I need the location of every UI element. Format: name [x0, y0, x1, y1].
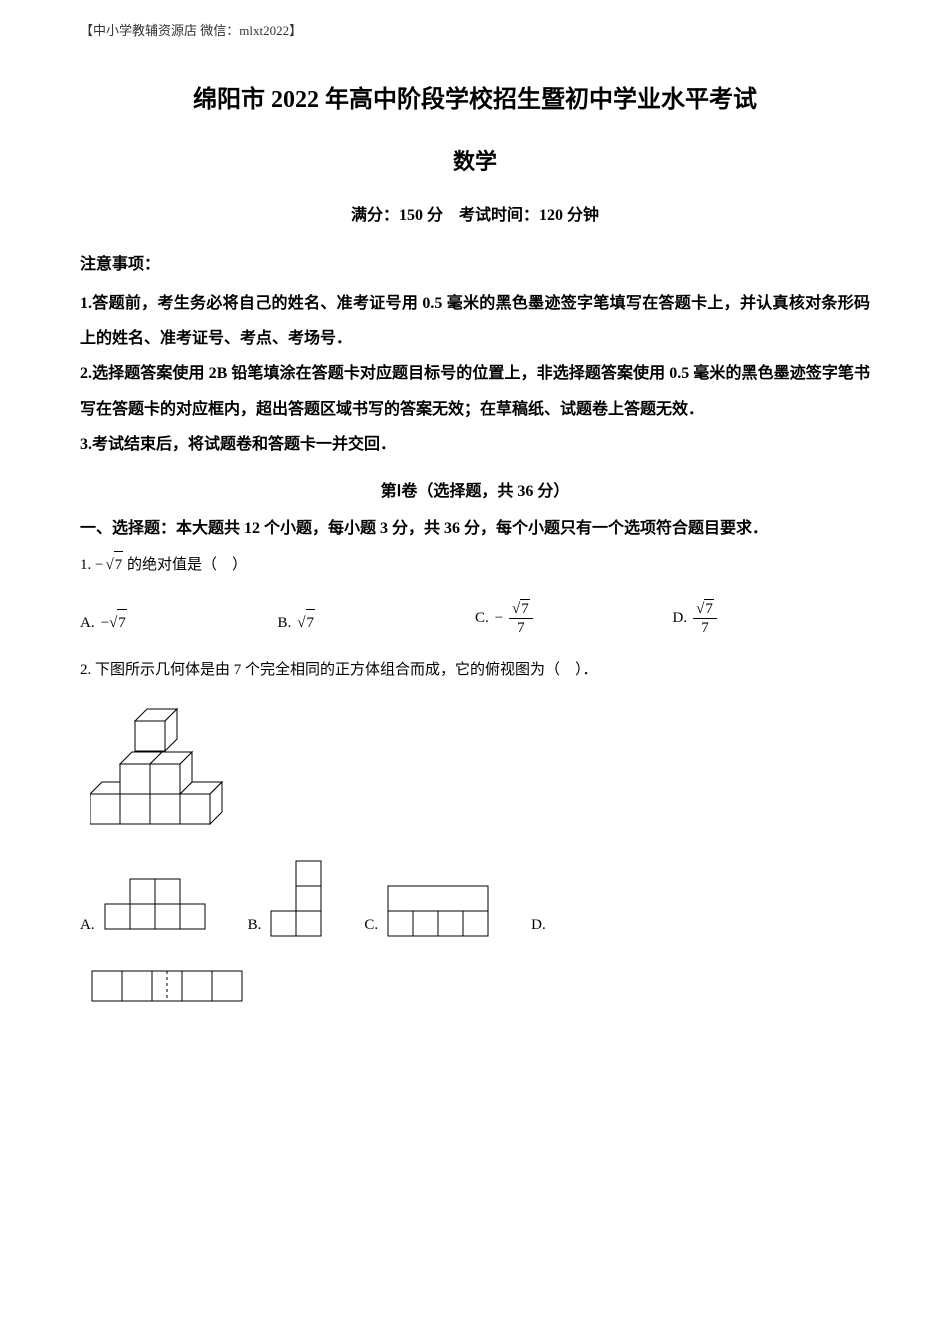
q2-option-c-figure: [386, 884, 491, 939]
q2-option-a: A.: [80, 877, 208, 939]
question-1: 1. −√7 的绝对值是（ ） A. −√7 B. √7 C. − √7 7: [80, 551, 870, 637]
question-2: 2. 下图所示几何体是由 7 个完全相同的正方体组合而成，它的俯视图为（ ）．: [80, 657, 870, 1014]
q1-c-expr: − √7 7: [495, 599, 533, 637]
q2-body: 下图所示几何体是由 7 个完全相同的正方体组合而成，它的俯视图为（ ）．: [95, 662, 598, 678]
q1-d-expr: √7 7: [693, 599, 717, 637]
notice-item-3: 3.考试结束后，将试题卷和答题卡一并交回．: [80, 427, 870, 462]
q2-options: A. B.: [80, 859, 870, 939]
q2-option-a-figure: [103, 877, 208, 939]
exam-info: 满分：150 分 考试时间：120 分钟: [80, 201, 870, 225]
cube-assembly-icon: [90, 699, 230, 829]
notice-item-2: 2.选择题答案使用 2B 铅笔填涂在答题卡对应题目标号的位置上，非选择题答案使用…: [80, 356, 870, 426]
q1-option-c: C. − √7 7: [475, 599, 673, 637]
question-group-header: 一、选择题：本大题共 12 个小题，每小题 3 分，共 36 分，每个小题只有一…: [80, 511, 870, 546]
q2-number: 2.: [80, 662, 91, 678]
q2-option-d: D.: [531, 912, 554, 939]
notice-item-1: 1.答题前，考生务必将自己的姓名、准考证号用 0.5 毫米的黑色墨迹签字笔填写在…: [80, 286, 870, 356]
q1-options: A. −√7 B. √7 C. − √7 7 D.: [80, 599, 870, 637]
section-header: 第Ⅰ卷（选择题，共 36 分）: [80, 477, 870, 501]
q1-option-a: A. −√7: [80, 609, 278, 637]
q1-number: 1.: [80, 557, 91, 573]
q1-option-d: D. √7 7: [673, 599, 871, 637]
q1-expression: −√7: [95, 557, 127, 573]
question-1-text: 1. −√7 的绝对值是（ ）: [80, 551, 870, 579]
q1-a-expr: −√7: [101, 609, 127, 637]
q2-option-b: B.: [248, 859, 325, 939]
q2-option-d-figure: [90, 969, 245, 1004]
q2-option-b-figure: [269, 859, 324, 939]
q2-main-figure: [90, 699, 870, 839]
exam-title: 绵阳市 2022 年高中阶段学校招生暨初中学业水平考试: [80, 79, 870, 114]
q2-option-c: C.: [364, 884, 491, 939]
q1-option-b: B. √7: [278, 609, 476, 637]
q1-b-expr: √7: [297, 609, 315, 637]
question-2-text: 2. 下图所示几何体是由 7 个完全相同的正方体组合而成，它的俯视图为（ ）．: [80, 657, 870, 684]
subject-title: 数学: [80, 144, 870, 176]
header-note: 【中小学教辅资源店 微信：mlxt2022】: [80, 20, 870, 39]
q2-option-d-figure-wrap: [90, 969, 870, 1014]
q1-suffix: 的绝对值是（ ）: [127, 557, 247, 573]
notice-header: 注意事项：: [80, 250, 870, 274]
